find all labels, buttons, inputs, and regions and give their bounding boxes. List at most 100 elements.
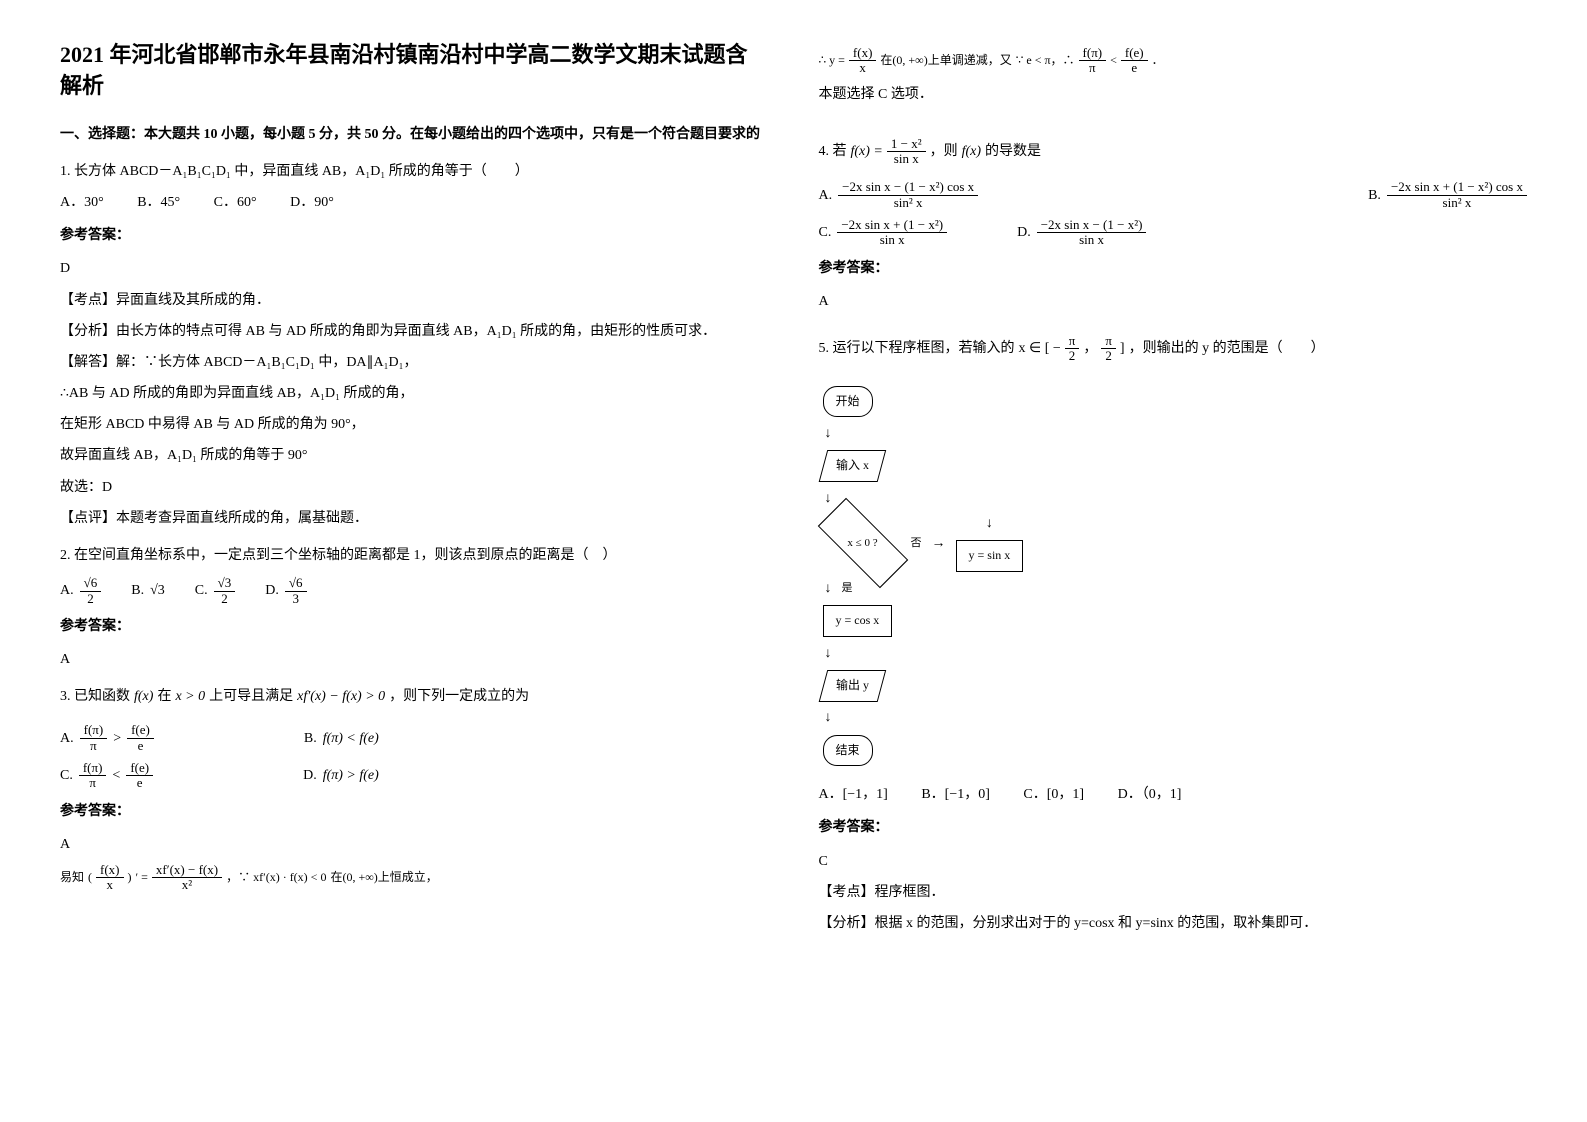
flow-output: 输出 y bbox=[818, 670, 885, 702]
right-column: ∴ y = f(x) x 在(0, +∞)上单调递减，又 ∵ e < π，∴ f… bbox=[819, 40, 1528, 936]
flow-sin-box: y = sin x bbox=[956, 540, 1024, 572]
document-title: 2021 年河北省邯郸市永年县南沿村镇南沿村中学高二数学文期末试题含解析 bbox=[60, 40, 769, 102]
q4-stem-post: 的导数是 bbox=[985, 139, 1041, 164]
q5-option-b: B．[−1，0] bbox=[921, 782, 990, 807]
flow-cos-label: y = cos x bbox=[836, 613, 880, 627]
q4-options-row1: A. −2x sin x − (1 − x²) cos x sin² x B. … bbox=[819, 180, 1528, 210]
q3-expl-lhs: f(x) x bbox=[96, 863, 124, 893]
q1-option-a: A．30° bbox=[60, 190, 104, 215]
q3-optB-val: f(π) < f(e) bbox=[323, 726, 379, 751]
q1-answer: D bbox=[60, 256, 769, 281]
q3-optA-lhs: f(π) π bbox=[80, 723, 108, 753]
q2-answer-label: 参考答案： bbox=[60, 614, 769, 639]
q1-answer-label: 参考答案： bbox=[60, 223, 769, 248]
q3-expl2-r-den: e bbox=[1127, 61, 1141, 75]
q1-options: A．30° B．45° C．60° D．90° bbox=[60, 190, 769, 215]
q5-stem: 5. 运行以下程序框图，若输入的 x ∈ [ − π 2 ， π 2 ] ，则输… bbox=[819, 334, 1325, 364]
q5-pi2a-den: 2 bbox=[1065, 349, 1080, 363]
flow-sin-branch: ↓ y = sin x bbox=[952, 511, 1028, 576]
q4-optD-label: D. bbox=[1017, 220, 1031, 245]
q3-optC-lhs-num: f(π) bbox=[79, 761, 107, 776]
q3-optC-lhs: f(π) π bbox=[79, 761, 107, 791]
q5-stem-pre: 5. 运行以下程序框图，若输入的 bbox=[819, 336, 1015, 361]
q3-option-a: A. f(π) π > f(e) e bbox=[60, 723, 154, 753]
q3-expl-rhs-num: xf′(x) − f(x) bbox=[152, 863, 222, 878]
q3-expl2-end: ． bbox=[1152, 50, 1164, 72]
q5-flowchart: 开始 ↓ 输入 x ↓ x ≤ 0 ? 否 → ↓ y = sin x ↓ 是 … bbox=[819, 382, 1528, 771]
flow-decision-row: x ≤ 0 ? 否 → ↓ y = sin x bbox=[819, 511, 1028, 576]
q3-stem: 3. 已知函数 f(x) 在 x > 0 上可导且满足 xf′(x) − f(x… bbox=[60, 684, 529, 709]
q5-stem-post: ，则输出的 y 的范围是（ ） bbox=[1129, 336, 1325, 361]
q2-option-d: D. √6 3 bbox=[265, 576, 306, 606]
q3-stem-cond2: xf′(x) − f(x) > 0 bbox=[297, 684, 385, 709]
q2-optB-label: B. bbox=[131, 578, 144, 603]
flow-input: 输入 x bbox=[818, 450, 885, 482]
flow-arrow-1: ↓ bbox=[825, 421, 832, 446]
q3-optA-rhs: f(e) e bbox=[127, 723, 154, 753]
q2-optA-num: √6 bbox=[80, 576, 102, 591]
q1-stem: 1. 长方体 ABCD－A₁B₁C₁D₁ 中，异面直线 AB，A₁D₁ 所成的角… bbox=[60, 159, 769, 184]
q3-expl-lhs-den: x bbox=[103, 878, 118, 892]
q5-analysis: 【分析】根据 x 的范围，分别求出对于的 y=cosx 和 y=sinx 的范围… bbox=[819, 911, 1528, 936]
flow-arrow-right: → bbox=[932, 531, 946, 556]
q1-point: 【考点】异面直线及其所成的角． bbox=[60, 288, 769, 313]
q2-optC-den: 2 bbox=[217, 592, 232, 606]
q3-option-b: B. f(π) < f(e) bbox=[304, 726, 379, 751]
flow-input-label: 输入 x bbox=[836, 455, 869, 477]
q3-optC-lt: < bbox=[112, 763, 120, 788]
q5-option-c: C．[0，1] bbox=[1023, 782, 1084, 807]
section-1-header: 一、选择题：本大题共 10 小题，每小题 5 分，共 50 分。在每小题给出的四… bbox=[60, 122, 769, 147]
q2-options: A. √6 2 B. √3 C. √3 2 D. √6 bbox=[60, 576, 769, 606]
q4-answer: A bbox=[819, 289, 1528, 314]
q4-optB-num: −2x sin x + (1 − x²) cos x bbox=[1387, 180, 1527, 195]
q3-expl-pre: 易知 bbox=[60, 867, 84, 889]
q5-stem-comma: ， bbox=[1083, 336, 1097, 361]
q5-point: 【考点】程序框图． bbox=[819, 880, 1528, 905]
q5-option-a: A．[−1，1] bbox=[819, 782, 888, 807]
q1-option-c: C．60° bbox=[214, 190, 257, 215]
q2-optA-label: A. bbox=[60, 578, 74, 603]
q5-pi2a: π 2 bbox=[1065, 334, 1080, 364]
flow-arrow-5: ↓ bbox=[825, 705, 832, 730]
q3-expl2-l-den: π bbox=[1085, 61, 1100, 75]
q2-optC-num: √3 bbox=[214, 576, 236, 591]
flow-arrow-4: ↓ bbox=[825, 641, 832, 666]
q4-stem-den: sin x bbox=[890, 152, 923, 166]
q3-options-row1: A. f(π) π > f(e) e B. f(π) < f(e) bbox=[60, 723, 769, 753]
q4-stem-frac: 1 − x² sin x bbox=[887, 137, 926, 167]
q3-stem-mid1: 在 bbox=[157, 684, 171, 709]
q3-stem-f: f(x) bbox=[134, 684, 153, 709]
q1-comment: 【点评】本题考查异面直线所成的角，属基础题． bbox=[60, 506, 769, 531]
q4-optC-frac: −2x sin x + (1 − x²) sin x bbox=[837, 218, 947, 248]
q3-explain-3: 本题选择 C 选项． bbox=[819, 82, 1528, 107]
flow-yes-row: ↓ 是 bbox=[819, 576, 857, 601]
q4-stem-mid: ，则 bbox=[930, 139, 958, 164]
q3-expl2-l-num: f(π) bbox=[1079, 46, 1107, 61]
q3-optA-gt: > bbox=[113, 726, 121, 751]
q4-optD-den: sin x bbox=[1075, 233, 1108, 247]
flow-start: 开始 bbox=[823, 386, 873, 418]
flow-sin-label: y = sin x bbox=[969, 548, 1011, 562]
q2-option-a: A. √6 2 bbox=[60, 576, 101, 606]
q2-option-b: B. √3 bbox=[131, 578, 165, 603]
flow-no-label: 否 bbox=[911, 534, 922, 554]
q5-pi2b-num: π bbox=[1101, 334, 1116, 349]
flow-end: 结束 bbox=[823, 735, 873, 767]
q3-optA-label: A. bbox=[60, 726, 74, 751]
q2-optD-frac: √6 3 bbox=[285, 576, 307, 606]
flow-arrow-3: ↓ bbox=[825, 576, 832, 601]
q4-optA-frac: −2x sin x − (1 − x²) cos x sin² x bbox=[838, 180, 978, 210]
q1-solve-2: ∴AB 与 AD 所成的角即为异面直线 AB，A₁D₁ 所成的角， bbox=[60, 381, 769, 406]
flow-start-label: 开始 bbox=[836, 394, 860, 408]
q4-option-c: C. −2x sin x + (1 − x²) sin x bbox=[819, 218, 948, 248]
q3-answer-label: 参考答案： bbox=[60, 799, 769, 824]
flow-cond-label: x ≤ 0 ? bbox=[847, 534, 877, 554]
q4-option-a: A. −2x sin x − (1 − x²) cos x sin² x bbox=[819, 180, 979, 210]
q4-answer-label: 参考答案： bbox=[819, 256, 1528, 281]
q2-optC-label: C. bbox=[195, 578, 208, 603]
q3-option-c: C. f(π) π < f(e) e bbox=[60, 761, 153, 791]
q5-options: A．[−1，1] B．[−1，0] C．[0，1] D．（0，1] bbox=[819, 782, 1528, 807]
q3-optD-val: f(π) > f(e) bbox=[323, 763, 379, 788]
q1-analysis: 【分析】由长方体的特点可得 AB 与 AD 所成的角即为异面直线 AB，A₁D₁… bbox=[60, 319, 769, 344]
q1-solve-5: 故选：D bbox=[60, 475, 769, 500]
